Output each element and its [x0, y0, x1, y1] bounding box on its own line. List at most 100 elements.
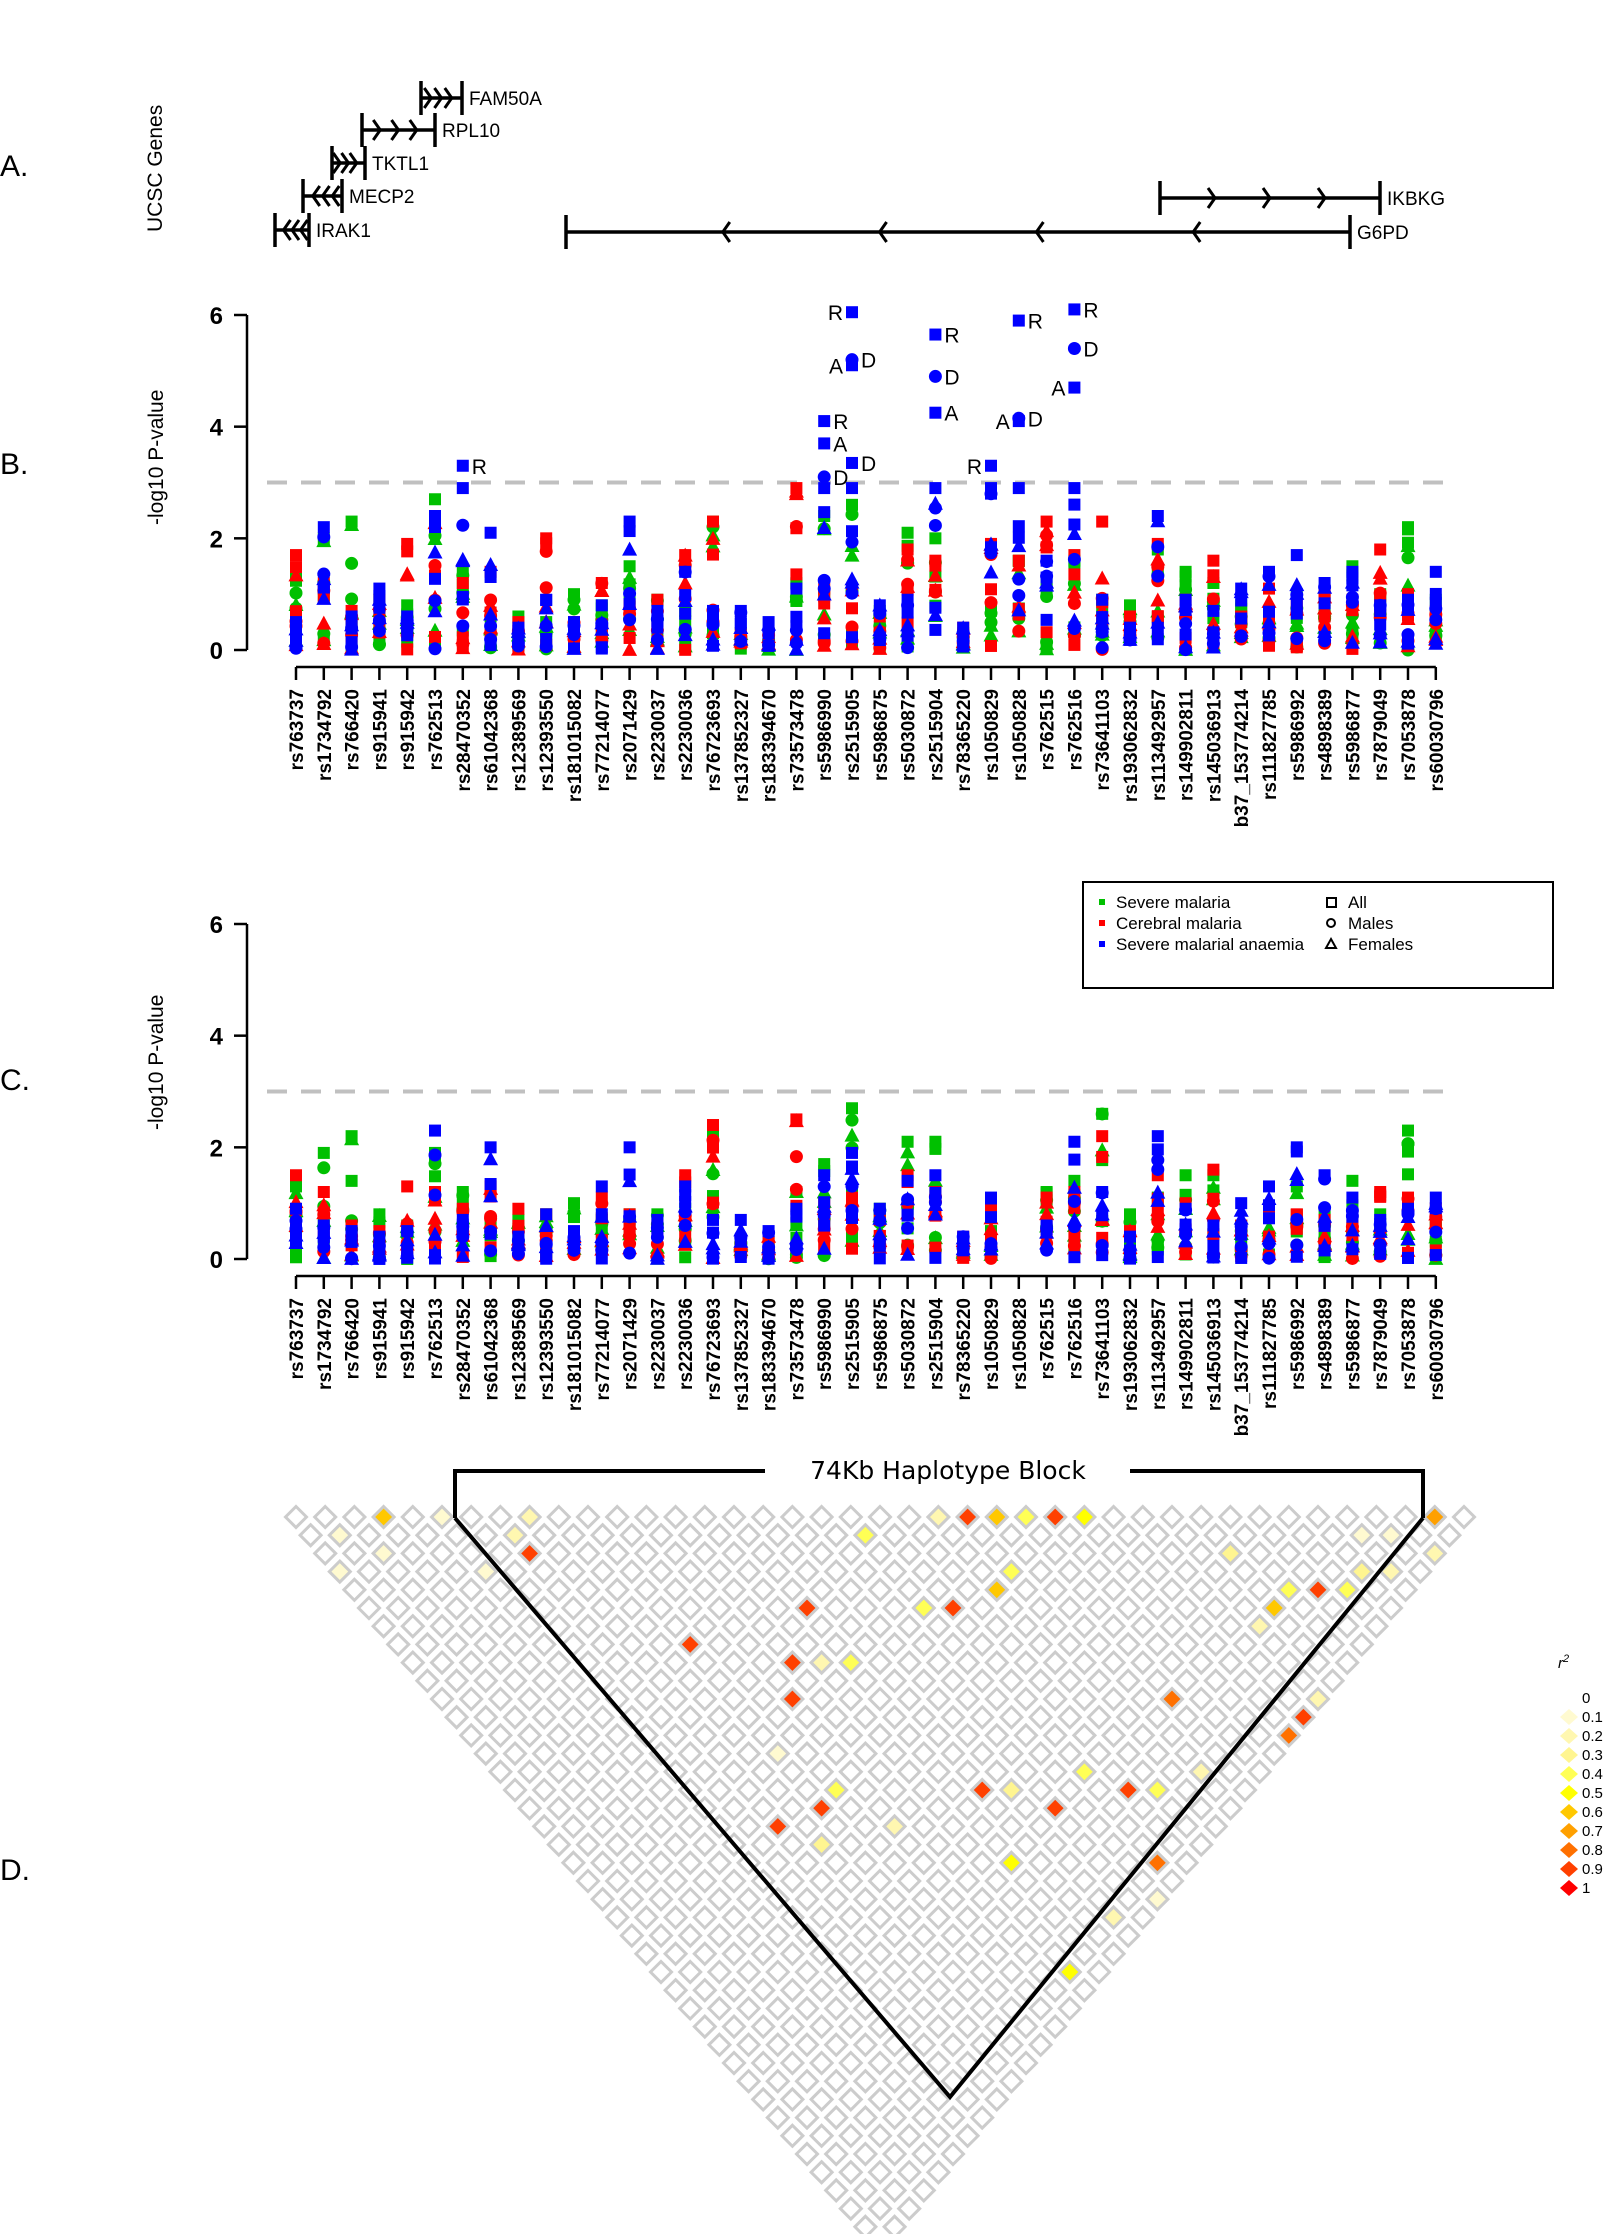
ld-cell [400, 1540, 426, 1567]
ld-cell [575, 1831, 601, 1858]
data-point [1012, 572, 1026, 586]
ld-cell [838, 2123, 864, 2149]
ld-cell [765, 1995, 791, 2022]
gene-label: TKTL1 [372, 154, 429, 175]
ld-cell [1042, 1904, 1068, 1931]
data-point [1068, 1251, 1081, 1264]
point-annotation-label: A [996, 411, 1010, 434]
data-point [317, 521, 330, 534]
data-point [456, 518, 470, 532]
ld-cell [706, 1886, 733, 1912]
data-point [623, 1237, 637, 1251]
ld-cell [677, 1850, 703, 1876]
x-tick-label: rs73573478 [787, 1298, 808, 1401]
ld-cell [838, 1831, 864, 1858]
data-point [428, 642, 442, 656]
ld-cell [487, 1759, 514, 1785]
x-tick-label: rs149902811 [1177, 689, 1198, 801]
ld-cell [662, 1577, 689, 1603]
ld-cell [925, 1868, 952, 1894]
ld-cell [925, 1649, 952, 1676]
x-tick-label: rs12389569 [509, 689, 530, 792]
gene-fam50a: FAM50A [419, 81, 542, 115]
ld-cell [823, 1522, 849, 1548]
data-point [677, 1198, 693, 1213]
data-point [1318, 1201, 1332, 1215]
ld-cell [1086, 1777, 1112, 1803]
ld-cell [560, 1740, 587, 1767]
ld-cell [677, 1740, 703, 1767]
x-tick-label: rs5030872 [899, 1298, 920, 1390]
ld-cell [1100, 1759, 1127, 1785]
data-point [957, 1232, 970, 1245]
data-point [484, 1227, 497, 1240]
point-annotation-label: A [1051, 378, 1065, 401]
ld-cell [1334, 1540, 1360, 1567]
ld-cell [721, 1540, 747, 1567]
data-point [1206, 592, 1220, 606]
data-point [816, 637, 832, 652]
ld-cell [1042, 1686, 1068, 1712]
data-point [1012, 588, 1026, 602]
data-point [707, 1213, 719, 1226]
ld-cell [589, 1740, 616, 1767]
ld-cell [808, 1649, 835, 1676]
ld-cell [838, 2050, 864, 2076]
ld-cell [1276, 1686, 1302, 1712]
ld-cell [969, 1777, 995, 1803]
data-point [288, 567, 304, 582]
chevron-right-icon [433, 87, 444, 109]
ld-cell [794, 1922, 820, 1949]
point-annotation-label: D [1083, 339, 1098, 362]
ld-cell [765, 1777, 791, 1803]
point-annotation-label: R [1083, 299, 1098, 322]
ld-cell [1115, 1813, 1141, 1840]
data-point [428, 1188, 442, 1202]
snp-point-column [288, 1169, 304, 1264]
ld-cell [765, 1631, 791, 1658]
data-point [1207, 1163, 1220, 1176]
data-point [846, 1160, 858, 1173]
snp-point-column [761, 1225, 777, 1266]
data-point [677, 575, 693, 590]
legend-label-sma: Severe malarial anaemia [1116, 935, 1305, 954]
ld-cell [954, 2086, 981, 2113]
x-tick-label: rs193062832 [1121, 1298, 1142, 1411]
ld-cell [1100, 1686, 1127, 1712]
ld-cell [838, 2195, 864, 2222]
ld-cell [794, 1558, 820, 1585]
ld-cell [575, 1504, 601, 1530]
ld-cell [677, 1631, 703, 1658]
ld-cell [487, 1540, 514, 1567]
ld-cell [735, 1922, 762, 1949]
ld-cell [604, 1504, 630, 1530]
x-tick-label: rs2230037 [648, 1298, 669, 1390]
x-tick-label: rs2230037 [648, 689, 669, 781]
ld-cell [750, 1759, 776, 1785]
ld-cell [852, 2141, 879, 2167]
ld-cell [516, 1577, 543, 1603]
ld-cell [794, 1959, 820, 1985]
ld-cell [443, 1522, 470, 1548]
ld-cell [852, 1668, 879, 1694]
ld-cell [560, 1850, 587, 1876]
ld-cell [1334, 1504, 1360, 1530]
ld-cell [808, 1722, 835, 1749]
data-point [677, 547, 693, 562]
ld-cell [1246, 1722, 1273, 1749]
ld-heatmap: 74Kb Haplotype Block [283, 1456, 1477, 2234]
chevron-left-icon [298, 219, 309, 241]
ld-cell [356, 1558, 382, 1585]
ld-cell [852, 1886, 879, 1912]
ld-cell [881, 2141, 908, 2167]
data-point [1150, 1226, 1166, 1241]
ld-cell [1130, 1904, 1156, 1931]
ld-cell [589, 1522, 616, 1548]
data-point [1374, 543, 1387, 556]
data-point [649, 1247, 665, 1262]
snp-point-column [788, 482, 804, 656]
data-point [985, 639, 997, 652]
ld-cell [940, 2032, 966, 2058]
ld-cell [1013, 1941, 1039, 1967]
